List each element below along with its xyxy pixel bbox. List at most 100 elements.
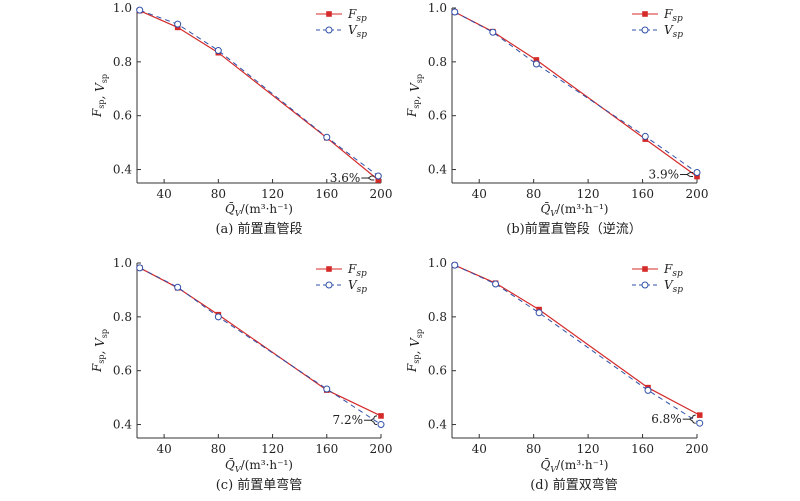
data-point-fsp <box>375 177 382 183</box>
panel-caption: (b)前置直管段（逆流） <box>506 221 641 237</box>
x-tick-label: 40 <box>472 187 487 201</box>
x-tick-label: 80 <box>211 442 226 456</box>
legend-marker <box>326 11 332 17</box>
data-point-fsp <box>696 412 703 418</box>
data-point-fsp <box>378 413 384 419</box>
difference-annotation: 6.8% <box>651 412 682 426</box>
data-point-vsp <box>174 283 182 291</box>
x-axis-label: Q̄V/(m³·h⁻¹) <box>225 457 293 474</box>
legend-marker <box>325 26 333 34</box>
y-tick-label: 0.8 <box>428 310 447 324</box>
data-point-vsp <box>535 309 543 317</box>
data-point-vsp <box>374 172 382 180</box>
data-point-vsp <box>696 419 704 427</box>
data-point-vsp <box>492 280 500 288</box>
y-axis-label: Fsp, Vsp <box>405 74 424 118</box>
data-point-vsp <box>532 60 540 68</box>
data-point-vsp <box>693 169 701 176</box>
x-tick-label: 160 <box>631 442 654 456</box>
x-tick-label: 40 <box>156 442 171 456</box>
data-point-vsp <box>451 261 459 269</box>
x-tick-label: 120 <box>577 187 600 201</box>
x-tick-label: 160 <box>315 442 338 456</box>
legend-marker <box>641 26 649 34</box>
legend-label-vsp: Vsp <box>348 278 367 295</box>
series-line-vsp <box>454 264 700 424</box>
data-point-vsp <box>451 8 459 16</box>
legend-label-fsp: Fsp <box>347 7 367 24</box>
series-line-vsp <box>139 267 382 425</box>
legend-label-vsp: Vsp <box>664 278 683 295</box>
y-tick-label: 1.0 <box>428 256 447 270</box>
legend-label-fsp: Fsp <box>663 7 683 24</box>
difference-bracket <box>367 175 375 181</box>
x-tick-label: 200 <box>370 442 393 456</box>
legend-label-fsp: Fsp <box>663 262 683 279</box>
y-tick-label: 0.4 <box>428 418 447 432</box>
data-point-vsp <box>644 386 652 394</box>
y-axis-label: Fsp, Vsp <box>90 329 109 373</box>
difference-annotation: 3.6% <box>330 171 361 185</box>
x-tick-label: 160 <box>631 187 654 201</box>
x-tick-label: 200 <box>686 442 709 456</box>
data-point-vsp <box>136 6 144 14</box>
legend-label-vsp: Vsp <box>664 23 683 40</box>
x-tick-label: 80 <box>526 442 541 456</box>
legend-marker <box>641 281 649 289</box>
data-point-fsp <box>533 57 540 63</box>
legend-marker <box>326 266 332 272</box>
legend-label-fsp: Fsp <box>347 262 367 279</box>
x-tick-label: 200 <box>686 187 709 201</box>
y-tick-label: 0.6 <box>113 364 132 378</box>
y-tick-label: 0.8 <box>113 310 132 324</box>
data-point-vsp <box>489 28 497 36</box>
chart-panel-0: 0.4 0.6 0.8 1.0 40 80 120 160 200 Fsp, Vsp Q̄V/(m³… <box>90 1 392 237</box>
y-tick-label: 0.4 <box>113 163 132 177</box>
panel-caption: (a) 前置直管段 <box>215 221 302 237</box>
legend-marker <box>325 281 333 289</box>
data-point-vsp <box>174 20 182 28</box>
x-tick-label: 200 <box>370 187 393 201</box>
difference-annotation: 3.9% <box>649 168 680 182</box>
y-tick-label: 0.4 <box>428 163 447 177</box>
x-tick-label: 40 <box>156 187 171 201</box>
x-tick-label: 120 <box>577 442 600 456</box>
x-axis-label: Q̄V/(m³·h⁻¹) <box>541 201 609 218</box>
legend-label-vsp: Vsp <box>348 23 367 40</box>
x-tick-label: 120 <box>261 187 284 201</box>
data-point-vsp <box>323 133 331 141</box>
x-axis-label: Q̄V/(m³·h⁻¹) <box>541 457 609 474</box>
data-point-vsp <box>214 47 222 55</box>
y-tick-label: 0.6 <box>428 109 447 123</box>
series-line-vsp <box>454 11 698 173</box>
difference-annotation: 7.2% <box>333 413 364 427</box>
y-tick-label: 0.6 <box>428 364 447 378</box>
y-tick-label: 1.0 <box>113 1 132 15</box>
series-line-fsp <box>454 11 698 177</box>
data-point-vsp <box>323 385 331 393</box>
legend-marker <box>642 11 648 17</box>
x-tick-label: 120 <box>261 442 284 456</box>
x-axis-label: Q̄V/(m³·h⁻¹) <box>225 201 293 218</box>
y-tick-label: 1.0 <box>113 256 132 270</box>
chart-panel-1: 0.4 0.6 0.8 1.0 40 80 120 160 200 Fsp, Vsp Q̄V/(m³… <box>405 1 708 237</box>
y-tick-label: 0.8 <box>428 55 447 69</box>
y-tick-label: 1.0 <box>428 1 447 15</box>
x-tick-label: 80 <box>526 187 541 201</box>
data-point-vsp <box>214 313 222 321</box>
x-tick-label: 40 <box>472 442 487 456</box>
y-axis-label: Fsp, Vsp <box>405 329 424 373</box>
y-axis-label: Fsp, Vsp <box>90 74 109 118</box>
x-tick-label: 80 <box>211 187 226 201</box>
panel-caption: (d) 前置双弯管 <box>530 477 618 493</box>
legend-marker <box>642 266 648 272</box>
data-point-vsp <box>641 132 649 140</box>
x-tick-label: 160 <box>315 187 338 201</box>
chart-panel-2: 0.4 0.6 0.8 1.0 40 80 120 160 200 Fsp, Vsp Q̄V/(m³… <box>90 256 392 493</box>
panel-caption: (c) 前置单弯管 <box>216 477 303 493</box>
y-tick-label: 0.6 <box>113 109 132 123</box>
data-point-vsp <box>136 264 144 272</box>
difference-bracket <box>688 414 696 424</box>
chart-panel-3: 0.4 0.6 0.8 1.0 40 80 120 160 200 Fsp, Vsp Q̄V/(m³… <box>405 256 708 493</box>
